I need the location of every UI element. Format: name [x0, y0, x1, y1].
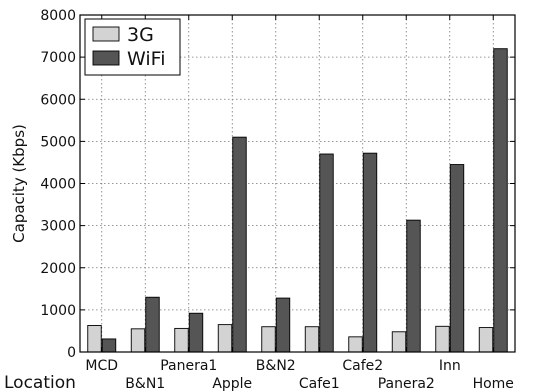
- bar-wifi: [493, 48, 508, 353]
- x-tick-label: Cafe1: [299, 376, 340, 392]
- bar-3g: [304, 326, 320, 353]
- x-tick-label: Apple: [212, 376, 252, 392]
- legend-label-3g: 3G: [127, 24, 154, 46]
- y-tick-label: 1000: [40, 303, 76, 319]
- y-tick-label: 7000: [40, 50, 76, 66]
- x-tick-label: Cafe2: [342, 358, 383, 374]
- bar-wifi: [406, 219, 421, 353]
- bar-wifi: [188, 312, 204, 353]
- y-tick-label: 5000: [40, 134, 76, 150]
- y-tick-label: 4000: [40, 177, 76, 193]
- bar-wifi: [449, 164, 465, 353]
- bar-3g: [261, 326, 276, 353]
- x-tick-label: Home: [473, 376, 514, 392]
- bar-wifi: [275, 297, 291, 353]
- legend-label-wifi: WiFi: [127, 48, 165, 70]
- y-tick-label: 0: [67, 345, 76, 361]
- y-axis-label: Capacity (Kbps): [10, 124, 28, 243]
- x-tick-label: B&N2: [256, 358, 296, 374]
- grid-lines: [80, 15, 515, 352]
- x-axis-label: Location: [4, 373, 76, 392]
- bar-wifi: [232, 136, 247, 353]
- y-tick-label: 6000: [40, 92, 76, 108]
- y-tick-label: 2000: [40, 261, 76, 277]
- bar-wifi: [319, 153, 334, 353]
- y-axis-ticks: 0 1000 2000 3000 4000 5000 6000 7000 8000: [40, 8, 515, 361]
- bar-3g: [391, 331, 407, 353]
- bar-wifi: [101, 338, 117, 353]
- bar-3g: [217, 324, 233, 353]
- x-tick-label: Panera2: [378, 376, 435, 392]
- legend-swatch-3g: [92, 26, 120, 42]
- x-tick-label: B&N1: [125, 376, 165, 392]
- bar-3g: [174, 327, 189, 353]
- bar-3g: [435, 325, 450, 353]
- x-tick-label: Inn: [439, 358, 461, 374]
- bar-3g: [348, 336, 363, 353]
- y-tick-label: 8000: [40, 8, 76, 24]
- x-tick-label: MCD: [85, 358, 118, 374]
- y-tick-label: 3000: [40, 219, 76, 235]
- bar-3g: [478, 327, 494, 353]
- bar-wifi: [362, 152, 378, 353]
- legend-swatch-wifi: [92, 50, 120, 66]
- bar-3g: [87, 325, 102, 353]
- bar-series: [87, 48, 508, 353]
- bar-wifi: [145, 296, 160, 353]
- bar-3g: [130, 328, 146, 353]
- x-tick-label: Panera1: [160, 358, 217, 374]
